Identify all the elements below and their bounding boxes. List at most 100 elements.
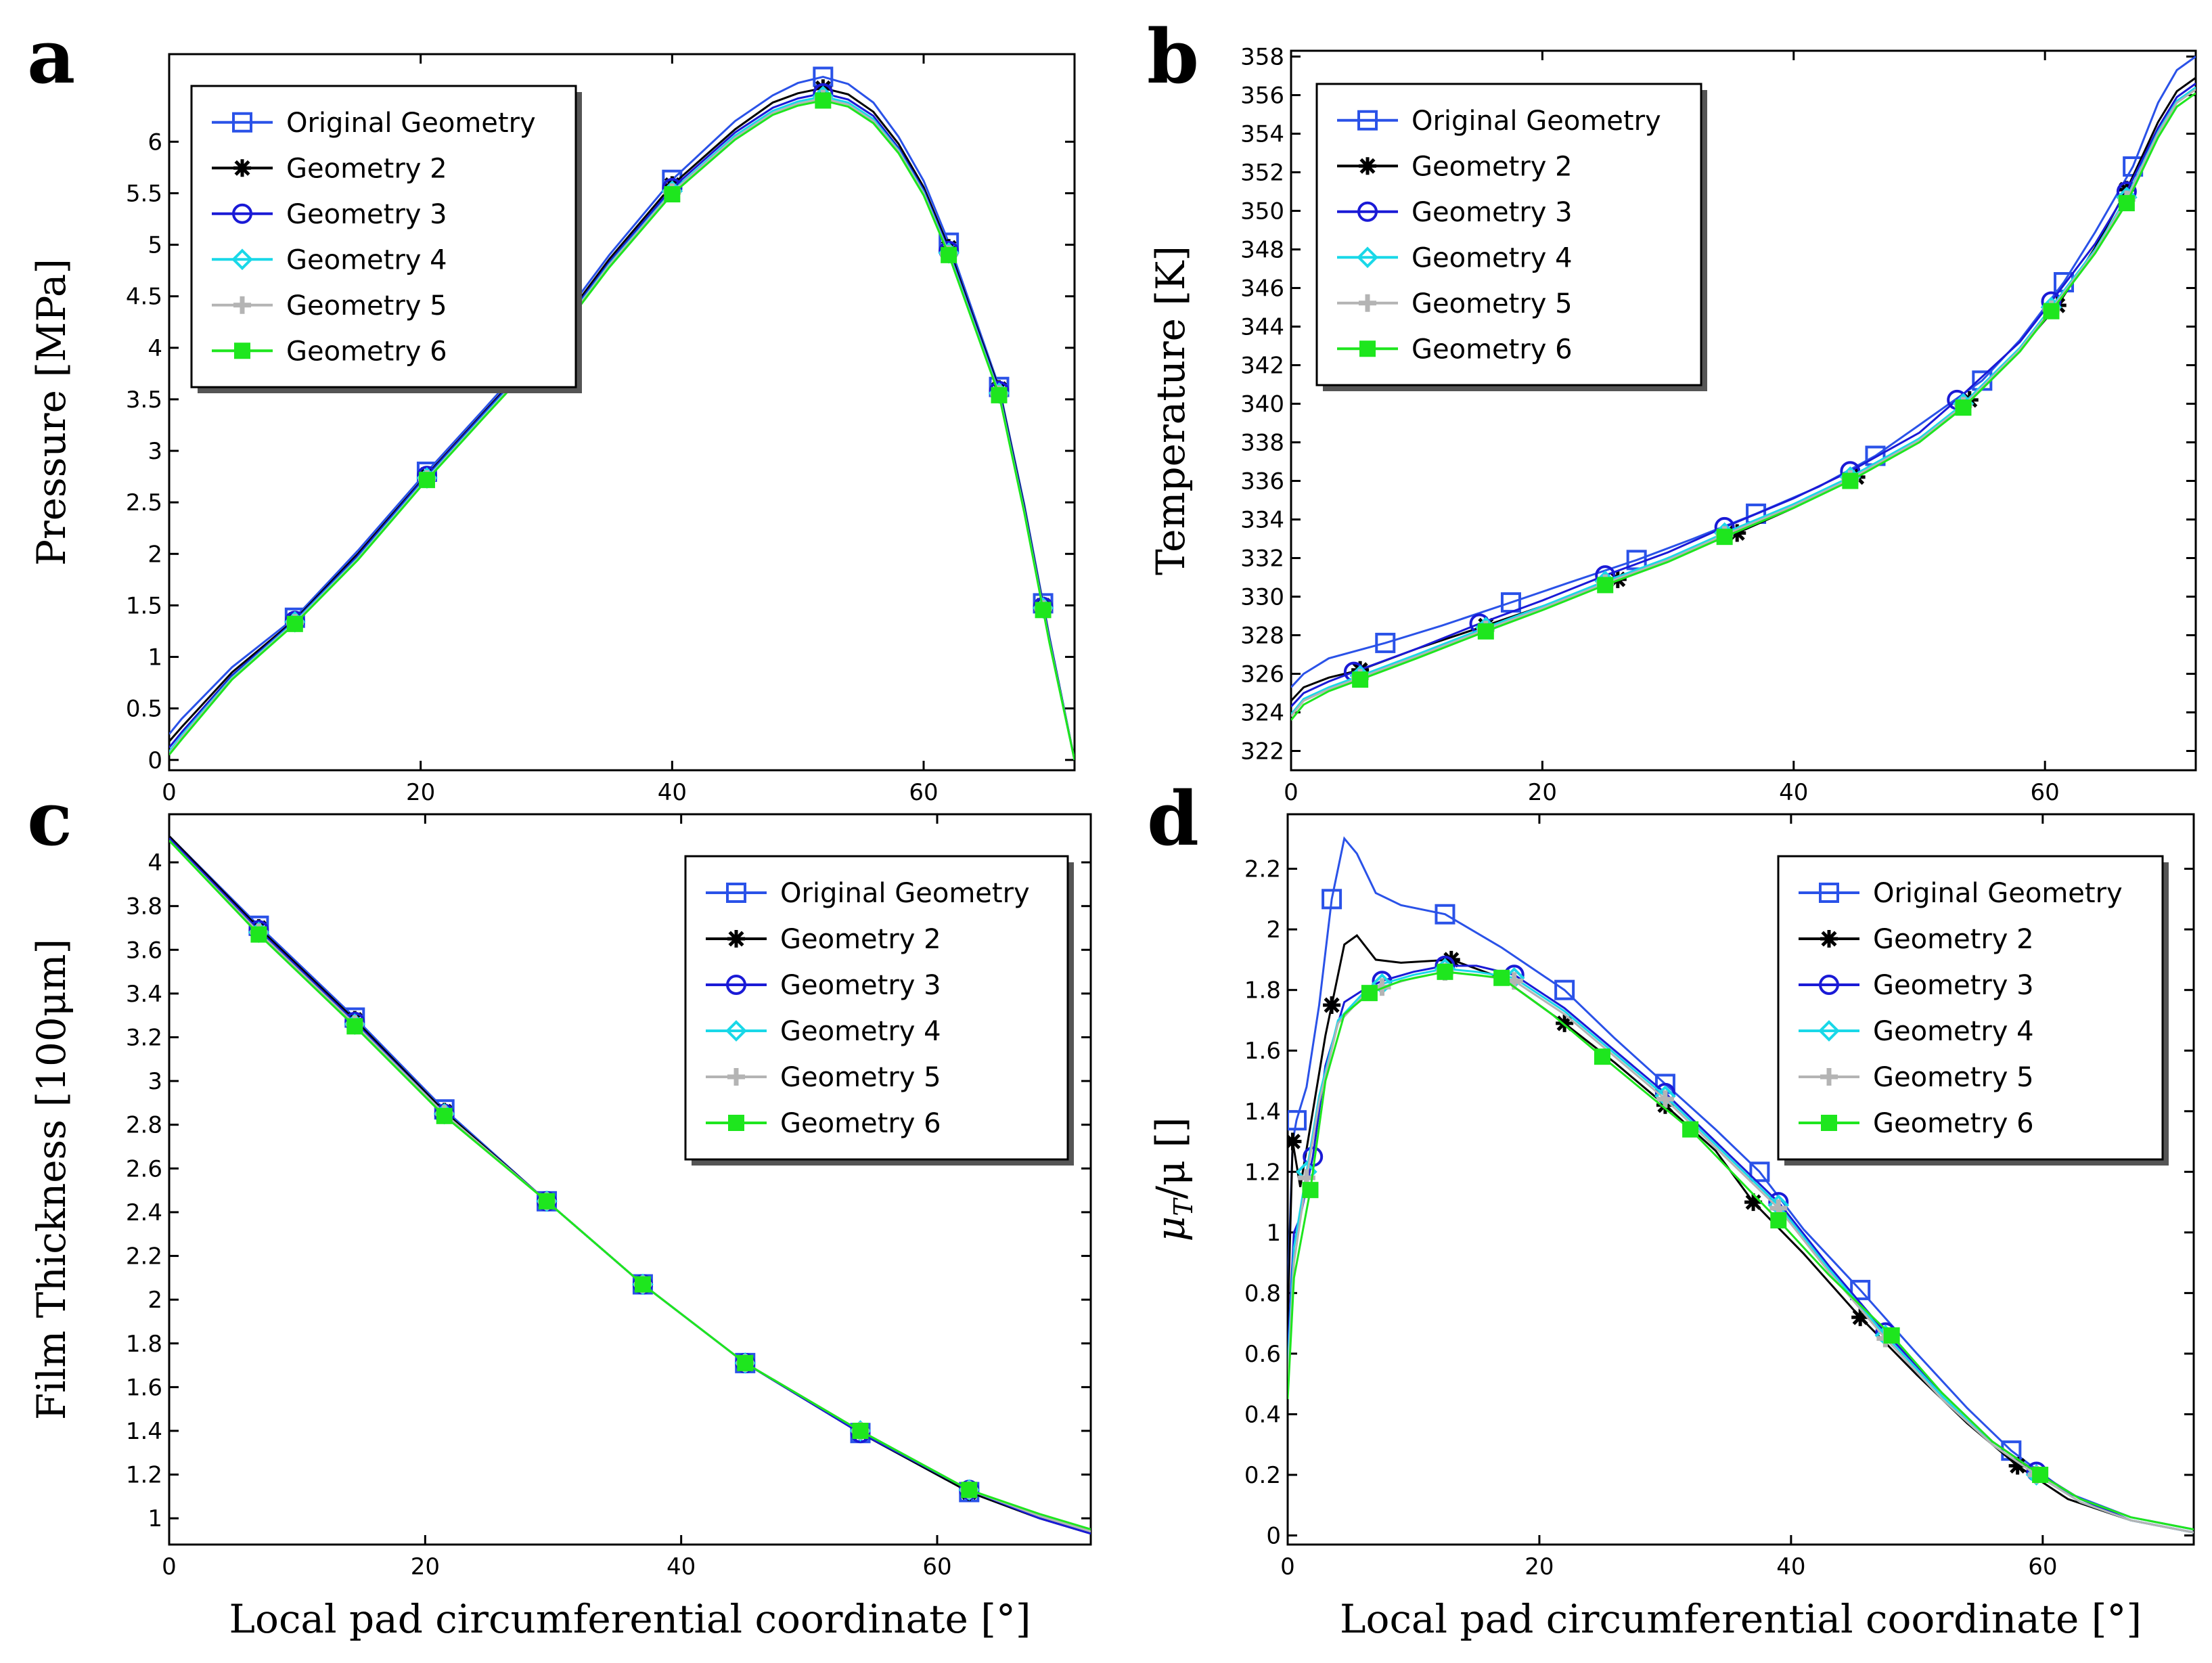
x-tick-label: 0 xyxy=(162,779,177,806)
series-line xyxy=(169,75,1075,761)
series-marker xyxy=(1035,602,1052,619)
series-marker xyxy=(1819,883,1839,903)
series-marker xyxy=(725,1020,747,1042)
chart-panel-a: 0 20 40 60 0 0.5 1 1.5 2 2.5 3 3.5 4 4.5 5 5.5 6 Pressure… xyxy=(27,13,1076,806)
series-marker xyxy=(726,975,746,995)
series-line xyxy=(1288,836,2194,1531)
panel-letter: a xyxy=(27,13,75,100)
y-tick-label: 3 xyxy=(148,1068,162,1095)
legend: Original Geometry Geometry 2 Geometry 3 Geo… xyxy=(1315,83,1707,391)
series-marker xyxy=(941,246,957,263)
y-tick-label: 1.4 xyxy=(1244,1099,1281,1126)
y-tick-label: 352 xyxy=(1240,160,1284,187)
panel-letter: c xyxy=(27,775,72,862)
series-marker xyxy=(961,1482,978,1499)
x-tick-label: 0 xyxy=(1284,779,1299,806)
legend-entry-label: Geometry 5 xyxy=(286,290,447,321)
series-marker xyxy=(1361,985,1378,1002)
x-tick-label: 40 xyxy=(658,779,687,806)
y-tick-label: 1.8 xyxy=(126,1331,162,1358)
legend-entry-label: Geometry 4 xyxy=(1412,242,1573,273)
x-axis-label: Local pad circumferential coordinate [°] xyxy=(1340,1596,2142,1642)
series-marker xyxy=(2118,195,2135,212)
y-tick-label: 5.5 xyxy=(126,181,162,208)
series-marker xyxy=(1357,110,1378,131)
series-marker xyxy=(1818,1020,1840,1042)
y-tick-label: 344 xyxy=(1240,314,1284,341)
series-marker xyxy=(1955,399,1972,416)
y-tick-label: 2 xyxy=(148,1287,162,1314)
y-tick-label: 356 xyxy=(1240,83,1284,110)
y-tick-label: 322 xyxy=(1240,738,1284,766)
series-marker xyxy=(1357,201,1378,222)
series-marker xyxy=(234,342,250,359)
y-tick-label: 1 xyxy=(1266,1220,1281,1247)
series-marker xyxy=(2032,1467,2049,1484)
y-axis-label: μT/μ [] xyxy=(1148,1117,1198,1242)
x-tick-label: 40 xyxy=(667,1553,696,1580)
y-tick-label: 336 xyxy=(1240,468,1284,495)
series-marker xyxy=(1850,1279,1871,1300)
series-marker xyxy=(991,386,1008,403)
x-tick-label: 60 xyxy=(922,1553,951,1580)
y-tick-label: 4 xyxy=(148,849,162,877)
y-tick-label: 2 xyxy=(148,541,162,568)
y-tick-label: 3.8 xyxy=(126,893,162,921)
plot-frame xyxy=(168,53,1076,772)
series-marker xyxy=(1682,1121,1699,1138)
series-marker xyxy=(436,1107,453,1124)
series-marker xyxy=(852,1423,869,1440)
y-axis-label: Temperature [K] xyxy=(1148,246,1194,575)
series-marker xyxy=(1554,979,1575,1000)
series-marker xyxy=(346,1018,363,1035)
y-tick-label: 0.2 xyxy=(1244,1462,1281,1489)
y-tick-label: 1.6 xyxy=(1244,1038,1281,1065)
x-tick-label: 60 xyxy=(2028,1553,2057,1580)
y-tick-label: 332 xyxy=(1240,546,1284,573)
series-marker xyxy=(727,1068,745,1086)
series-line xyxy=(1288,971,2194,1531)
plot-frame xyxy=(168,813,1092,1546)
series-marker xyxy=(1357,246,1378,269)
series-marker xyxy=(1322,889,1342,910)
series-marker xyxy=(1288,1110,1307,1131)
plot-frame xyxy=(1290,49,2197,772)
legend-box xyxy=(1777,855,2164,1161)
y-tick-label: 2.2 xyxy=(126,1243,162,1270)
series-marker xyxy=(1744,1193,1763,1212)
series-marker xyxy=(1820,1068,1838,1086)
y-tick-label: 3.4 xyxy=(126,981,162,1008)
legend-entry-label: Geometry 3 xyxy=(1412,197,1573,228)
x-tick-label: 20 xyxy=(406,779,435,806)
y-tick-label: 2.6 xyxy=(126,1155,162,1182)
legend-box xyxy=(1315,83,1702,386)
series-marker xyxy=(1883,1327,1900,1344)
series-marker xyxy=(1728,524,1746,542)
legend: Original Geometry Geometry 2 Geometry 3 Geo… xyxy=(190,85,582,393)
y-tick-label: 326 xyxy=(1240,661,1284,688)
y-tick-label: 1.4 xyxy=(126,1418,162,1445)
y-tick-label: 1.2 xyxy=(1244,1159,1281,1186)
series-marker xyxy=(1288,1132,1302,1151)
chart-panel-b: 0 20 40 60 322 324 326 328 330 332 334 336 338 340 342… xyxy=(1147,13,2197,806)
series-marker xyxy=(1477,623,1494,640)
legend-entry-label: Geometry 6 xyxy=(1412,334,1573,365)
y-tick-label: 1.2 xyxy=(126,1462,162,1489)
y-tick-label: 0 xyxy=(1266,1523,1281,1550)
series-marker xyxy=(1323,996,1341,1015)
series-marker xyxy=(1359,340,1376,357)
plot-frame xyxy=(1286,813,2195,1546)
y-tick-label: 5 xyxy=(148,232,162,259)
y-tick-label: 4 xyxy=(148,335,162,362)
y-tick-label: 3.2 xyxy=(126,1025,162,1052)
series-group xyxy=(169,66,1075,761)
legend: Original Geometry Geometry 2 Geometry 3 Geo… xyxy=(684,855,1074,1166)
y-axis-label: Film Thickness [100μm] xyxy=(28,939,74,1420)
series-marker xyxy=(250,926,267,943)
y-tick-label: 328 xyxy=(1240,623,1284,650)
series-marker xyxy=(232,203,252,224)
series-marker xyxy=(2008,1457,2027,1475)
series-marker xyxy=(737,1354,754,1371)
y-tick-label: 358 xyxy=(1240,44,1284,71)
y-tick-label: 1.6 xyxy=(126,1374,162,1401)
